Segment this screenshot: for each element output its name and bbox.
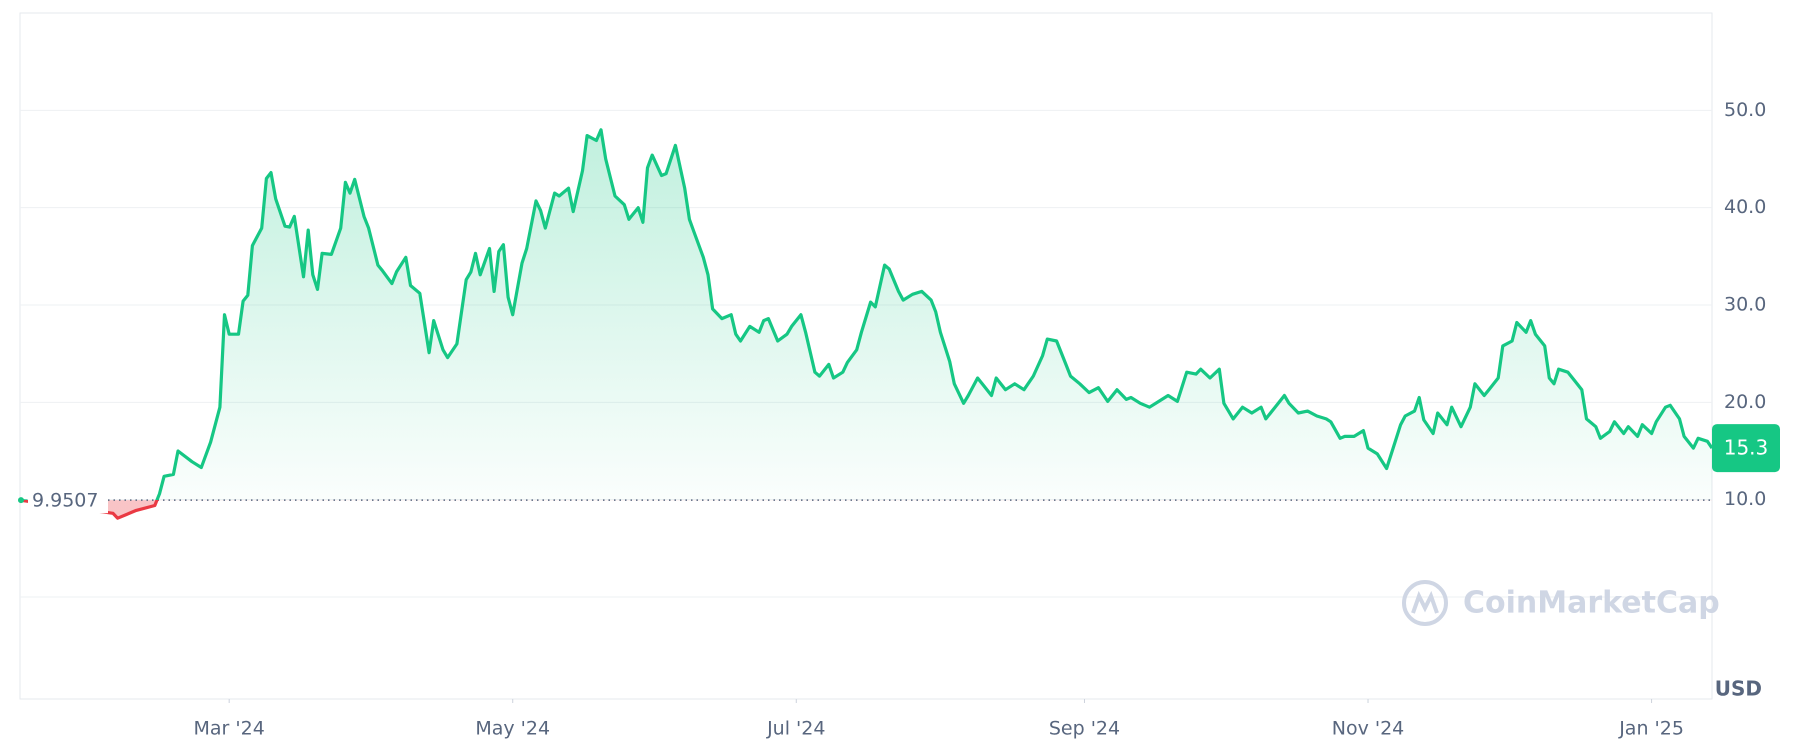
start-dot — [18, 497, 24, 504]
y-tick-label: 40.0 — [1724, 196, 1766, 218]
x-tick-label: Mar '24 — [194, 718, 265, 740]
baseline-label-bg — [28, 487, 108, 514]
x-tick-label: Sep '24 — [1049, 718, 1120, 740]
y-tick-label: 10.0 — [1724, 488, 1766, 510]
x-tick-label: Nov '24 — [1332, 718, 1405, 740]
y-tick-label: 30.0 — [1724, 294, 1766, 316]
y-tick-label: 50.0 — [1724, 99, 1766, 121]
watermark-text: CoinMarketCap — [1463, 586, 1720, 621]
x-tick-label: Jul '24 — [766, 718, 825, 740]
price-tag — [1712, 424, 1780, 473]
baseline-label: 9.9507 — [32, 490, 98, 512]
watermark: CoinMarketCap — [1402, 580, 1720, 626]
y-tick-label: 20.0 — [1724, 391, 1766, 413]
price-tag-label: 15.3 — [1724, 436, 1769, 460]
x-tick-label: Jan '25 — [1618, 718, 1684, 740]
area — [20, 129, 1712, 519]
unit-label: USD — [1715, 677, 1762, 701]
x-tick-label: May '24 — [475, 718, 550, 740]
plot-frame — [19, 12, 1713, 700]
price-line — [19, 128, 1714, 520]
